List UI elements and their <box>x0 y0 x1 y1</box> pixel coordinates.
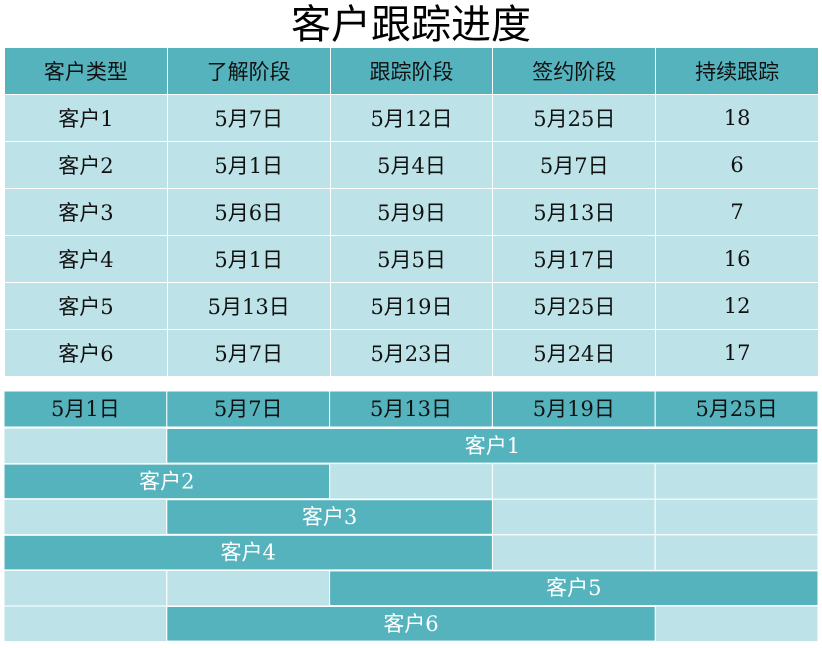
bar-label: 客户5 <box>546 576 601 600</box>
x-tick-cell <box>166 390 331 428</box>
header-customer-type: 客户类型 <box>4 47 168 95</box>
grid-cell <box>654 605 819 643</box>
x-tick-label: 5月1日 <box>51 397 120 421</box>
header-follow-stage: 跟踪阶段 <box>329 47 494 95</box>
table-cell: 客户5 <box>4 282 168 330</box>
gantt-bar <box>3 463 331 500</box>
x-tick-label: 5月13日 <box>370 397 452 421</box>
table-cell: 5月23日 <box>329 329 494 377</box>
table-cell: 5月1日 <box>166 235 331 283</box>
grid-cell <box>654 498 819 536</box>
bar-label: 客户2 <box>139 469 194 493</box>
table-row: 客户6 5月7日 5月23日 5月24日 17 <box>4 329 819 377</box>
table-cell: 5月25日 <box>492 94 657 142</box>
grid-cell <box>329 463 493 500</box>
table-row: 客户2 5月1日 5月4日 5月7日 6 <box>4 141 819 189</box>
table-cell: 5月5日 <box>329 235 494 283</box>
table-cell: 5月13日 <box>492 188 657 236</box>
table-cell: 5月7日 <box>166 94 331 142</box>
table-cell: 5月24日 <box>492 329 657 377</box>
x-tick-label: 5月19日 <box>533 397 615 421</box>
table-cell: 5月4日 <box>329 141 494 189</box>
table-cell: 5月9日 <box>329 188 494 236</box>
grid-cell <box>491 498 656 536</box>
table-cell: 5月17日 <box>492 235 657 283</box>
gantt-bar <box>3 534 493 571</box>
bar-label: 客户4 <box>221 541 276 565</box>
x-tick-label: 5月25日 <box>696 397 778 421</box>
grid-cell <box>654 534 819 571</box>
table-row: 客户5 5月13日 5月19日 5月25日 12 <box>4 282 819 330</box>
table-row: 客户4 5月1日 5月5日 5月17日 16 <box>4 235 819 283</box>
table-cell: 17 <box>655 329 819 377</box>
table-cell: 客户2 <box>4 141 168 189</box>
bar-label: 客户3 <box>302 505 357 529</box>
gantt-bar <box>166 499 493 535</box>
gantt-bar <box>166 428 819 464</box>
table-cell: 5月19日 <box>329 282 494 330</box>
bar-label: 客户6 <box>383 612 438 636</box>
grid-cell <box>3 498 168 536</box>
grid-cell <box>491 534 656 571</box>
table-cell: 5月1日 <box>166 141 331 189</box>
table-cell: 客户3 <box>4 188 168 236</box>
table-row: 客户1 5月7日 5月12日 5月25日 18 <box>4 94 819 142</box>
grid-cell <box>3 569 168 607</box>
table-cell: 客户4 <box>4 235 168 283</box>
grid-cell <box>3 605 168 643</box>
table-cell: 5月12日 <box>329 94 494 142</box>
x-tick-cell <box>491 390 656 428</box>
x-tick-label: 5月7日 <box>214 397 283 421</box>
bar-label: 客户1 <box>465 434 520 458</box>
customer-progress-table: 客户类型 了解阶段 跟踪阶段 签约阶段 持续跟踪 客户1 5月7日 5月12日 … <box>4 47 819 377</box>
table-cell: 6 <box>655 141 819 189</box>
header-understand-stage: 了解阶段 <box>166 47 331 95</box>
x-tick-cell <box>329 390 493 428</box>
table-cell: 5月7日 <box>166 329 331 377</box>
page-title: 客户跟踪进度 <box>291 2 531 48</box>
x-tick-cell <box>654 390 819 428</box>
table-cell: 16 <box>655 235 819 283</box>
table-cell: 5月25日 <box>492 282 657 330</box>
gantt-bar <box>329 570 819 607</box>
table-header-row: 客户类型 了解阶段 跟踪阶段 签约阶段 持续跟踪 <box>4 47 819 95</box>
header-continuous-follow: 持续跟踪 <box>655 47 819 95</box>
gantt-bar <box>166 606 656 642</box>
table-cell: 客户1 <box>4 94 168 142</box>
grid-cell <box>654 463 819 500</box>
table-row: 客户3 5月6日 5月9日 5月13日 7 <box>4 188 819 236</box>
grid-cell <box>166 569 331 607</box>
table-cell: 12 <box>655 282 819 330</box>
table-cell: 客户6 <box>4 329 168 377</box>
grid-cell <box>3 427 168 465</box>
table-cell: 18 <box>655 94 819 142</box>
table-cell: 7 <box>655 188 819 236</box>
grid-cell <box>491 463 656 500</box>
